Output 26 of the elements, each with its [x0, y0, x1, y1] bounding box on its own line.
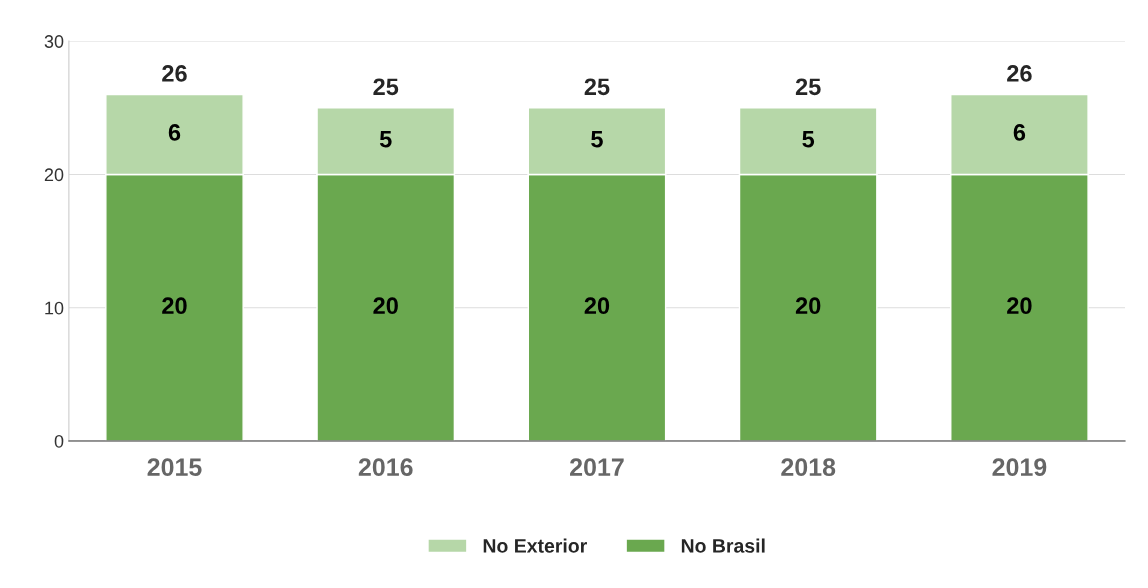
total-label: 26: [162, 65, 187, 82]
y-tick-label: 30: [44, 35, 64, 48]
y-tick-label: 20: [44, 168, 64, 182]
data-label: 6: [168, 124, 181, 141]
x-tick-label: 2015: [147, 458, 202, 477]
x-tick-label: 2019: [992, 458, 1047, 477]
total-label: 25: [373, 78, 399, 96]
x-tick-label: 2017: [570, 458, 624, 477]
data-label: 6: [1013, 124, 1026, 141]
y-tick-label: 0: [54, 434, 64, 448]
data-label: 20: [795, 297, 821, 315]
total-label: 25: [584, 78, 610, 96]
data-label: 20: [1007, 297, 1032, 315]
total-label: 26: [1007, 65, 1032, 82]
y-tick-label: 10: [45, 301, 64, 315]
legend-label: No Exterior: [483, 538, 587, 553]
data-label: 20: [584, 297, 610, 315]
x-tick-label: 2018: [781, 458, 836, 477]
legend-label: No Brasil: [681, 538, 765, 553]
x-tick-label: 2016: [358, 458, 413, 477]
data-label: 5: [379, 130, 392, 148]
data-label: 20: [373, 297, 398, 315]
total-label: 25: [795, 78, 821, 96]
data-label: 5: [802, 130, 815, 148]
data-label: 5: [591, 130, 603, 148]
data-label: 20: [162, 297, 187, 315]
